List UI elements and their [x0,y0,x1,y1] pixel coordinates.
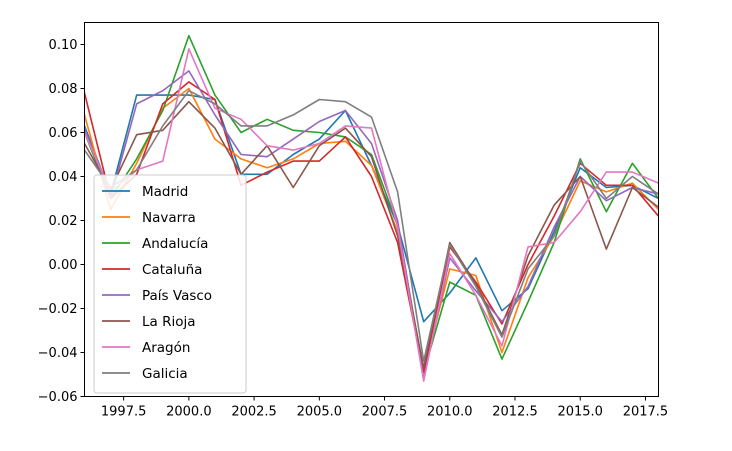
x-tick-label: 2005.0 [297,405,343,420]
x-tick-label: 1997.5 [101,405,147,420]
series-line-5 [84,100,659,369]
y-tick-label: 0.04 [49,170,78,185]
series-line-7 [84,89,659,363]
x-tick-label: 2015.0 [557,405,603,420]
x-tick-label: 2010.0 [427,405,473,420]
axis-layer: 1997.5 2000.0 2002.5 2005.0 2007.5 2010.0 2012… [38,38,669,420]
x-tick-label: 2012.5 [492,405,538,420]
series-line-2 [84,34,659,374]
legend-label: Aragón [142,340,190,356]
legend-label: País Vasco [142,288,212,304]
y-tick-label: 0.08 [49,82,78,97]
y-tick-label: −0.06 [38,390,78,405]
legend-label: Navarra [142,210,196,226]
y-tick-label: −0.02 [38,302,78,317]
legend-label: La Rioja [142,314,196,330]
x-tick-label: 2007.5 [362,405,408,420]
y-tick-label: 0.00 [49,258,78,273]
y-tick-label: 0.02 [49,214,78,229]
legend-label: Madrid [142,184,188,200]
legend-label: Andalucía [142,236,208,252]
legend-label: Galicia [142,366,188,382]
y-tick-label: −0.04 [38,346,78,361]
series-layer [84,34,659,382]
x-tick-label: 2002.5 [231,405,277,420]
legend-label: Cataluña [142,262,202,278]
y-tick-label: 0.10 [49,38,78,53]
series-line-1 [84,87,659,371]
y-tick-label: 0.06 [49,126,78,141]
legend: Madrid Navarra Andalucía Cataluña País Vasco… [93,174,247,394]
series-line-6 [84,48,659,382]
plot-frame [84,22,659,397]
x-tick-label: 2000.0 [166,405,212,420]
x-tick-label: 2017.5 [623,405,669,420]
legend-box [93,174,247,394]
